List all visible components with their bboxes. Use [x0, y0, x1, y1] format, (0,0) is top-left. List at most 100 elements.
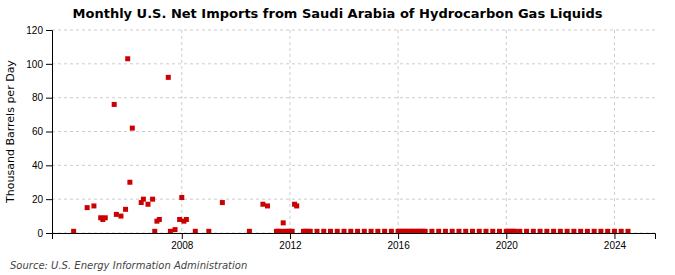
point [348, 229, 353, 233]
point [91, 203, 96, 208]
point [152, 229, 157, 233]
point [565, 229, 570, 233]
point [281, 220, 286, 225]
tick-mark [290, 233, 291, 239]
tick: 2024 [604, 233, 627, 251]
y-axis-title: Thousand Barrels per Day [4, 60, 17, 204]
tick: 40 [32, 160, 52, 171]
point [544, 229, 549, 233]
tick-mark [398, 233, 399, 239]
point [585, 229, 590, 233]
point [125, 56, 130, 61]
axis-line [53, 234, 656, 240]
point [71, 229, 76, 233]
point [335, 229, 340, 233]
grid [52, 30, 655, 233]
tick: 2008 [171, 233, 194, 251]
point [517, 229, 522, 233]
tick-label: 2008 [171, 240, 194, 251]
tick-label: 80 [32, 92, 44, 103]
tick-mark [46, 132, 52, 133]
tick-label: 2012 [279, 240, 302, 251]
y-axis: 0 20 40 60 80 100 120 [26, 25, 52, 239]
tick-label: 2016 [387, 240, 410, 251]
tick: 120 [26, 25, 52, 36]
point [308, 229, 313, 233]
tick-label: 40 [32, 160, 44, 171]
grid-line [52, 97, 655, 98]
tick-mark [506, 233, 507, 239]
tick-label: 2024 [604, 240, 627, 251]
point [463, 229, 468, 233]
point [389, 229, 394, 233]
point [157, 217, 162, 222]
tick: 0 [37, 228, 52, 239]
plot-area: 2008 2012 2016 2020 2024 0 20 40 60 80 100 120 [26, 25, 655, 251]
point [619, 229, 624, 233]
point [112, 102, 117, 107]
point [490, 229, 495, 233]
tick-label: 20 [32, 194, 44, 205]
point [193, 229, 198, 233]
point [328, 229, 333, 233]
point [260, 202, 265, 207]
point [497, 229, 502, 233]
grid-line [52, 165, 655, 166]
point [369, 229, 374, 233]
point [184, 217, 189, 222]
tick-mark [46, 98, 52, 99]
point [625, 229, 630, 233]
point [114, 212, 119, 217]
tick-mark [46, 30, 52, 31]
point [168, 229, 173, 233]
point [150, 197, 155, 202]
point [247, 229, 252, 233]
tick-mark [46, 64, 52, 65]
point [321, 229, 326, 233]
tick: 2016 [387, 233, 410, 251]
tick: 2020 [496, 233, 519, 251]
point [294, 203, 299, 208]
point [470, 229, 475, 233]
point [605, 229, 610, 233]
point [179, 195, 184, 200]
point [290, 229, 295, 233]
tick: 100 [26, 59, 52, 70]
point [483, 229, 488, 233]
grid-line [52, 131, 655, 132]
point [592, 229, 597, 233]
x-axis: 2008 2012 2016 2020 2024 [53, 233, 656, 251]
point [513, 229, 518, 233]
point [436, 229, 441, 233]
point [612, 229, 617, 233]
point [524, 229, 529, 233]
point [362, 229, 367, 233]
point [314, 229, 319, 233]
grid-line [52, 63, 655, 64]
point [342, 229, 347, 233]
grid-line [506, 30, 507, 233]
axis-line [46, 31, 53, 234]
point [127, 180, 132, 185]
tick-label: 60 [32, 126, 44, 137]
tick-label: 2020 [496, 240, 519, 251]
tick-label: 100 [26, 59, 43, 70]
point [85, 205, 90, 210]
point [598, 229, 603, 233]
tick-label: 120 [26, 25, 43, 36]
point [130, 126, 135, 131]
tick-mark [182, 233, 183, 239]
point [558, 229, 563, 233]
point [443, 229, 448, 233]
point [355, 229, 360, 233]
point [265, 203, 270, 208]
point [538, 229, 543, 233]
tick-mark [46, 233, 52, 234]
point [531, 229, 536, 233]
title: Monthly U.S. Net Imports from Saudi Arab… [73, 6, 603, 21]
grid-line [398, 30, 399, 233]
tick: 80 [32, 92, 52, 103]
grid-line [181, 30, 182, 233]
tick: 2012 [279, 233, 302, 251]
point [382, 229, 387, 233]
